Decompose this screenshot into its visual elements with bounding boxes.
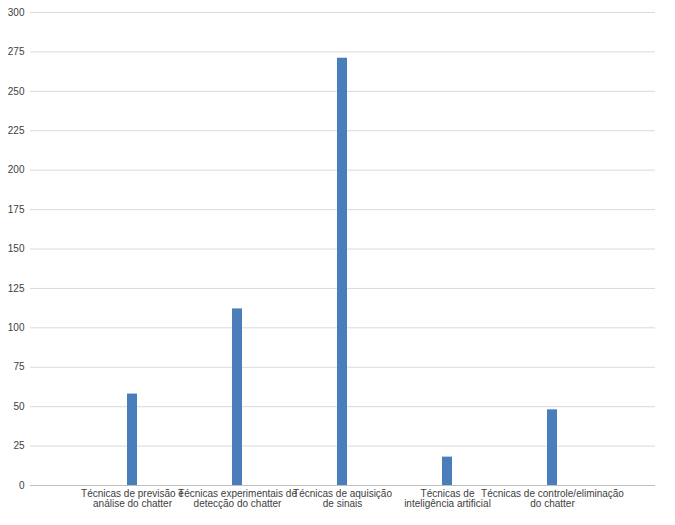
svg-text:250: 250 [8, 86, 25, 97]
svg-text:150: 150 [8, 243, 25, 254]
svg-text:Técnicas de controle/eliminaçã: Técnicas de controle/eliminaçãodo chatte… [481, 488, 624, 509]
svg-text:100: 100 [8, 322, 25, 333]
svg-text:225: 225 [8, 125, 25, 136]
svg-text:200: 200 [8, 164, 25, 175]
svg-text:Técnicas de previsão eanálise: Técnicas de previsão eanálise do chatter [81, 488, 184, 509]
svg-text:175: 175 [8, 204, 25, 215]
svg-text:300: 300 [8, 7, 25, 18]
svg-text:125: 125 [8, 283, 25, 294]
svg-text:0: 0 [19, 480, 25, 491]
svg-text:Técnicas experimentais dedetec: Técnicas experimentais dedetecção do cha… [178, 488, 297, 509]
svg-text:25: 25 [13, 440, 25, 451]
svg-text:Técnicas de aquisiçãode sinais: Técnicas de aquisiçãode sinais [293, 488, 392, 509]
svg-text:75: 75 [13, 361, 25, 372]
svg-text:50: 50 [13, 401, 25, 412]
svg-text:275: 275 [8, 46, 25, 57]
svg-text:Técnicas deinteligência artifi: Técnicas deinteligência artificial [404, 488, 491, 509]
